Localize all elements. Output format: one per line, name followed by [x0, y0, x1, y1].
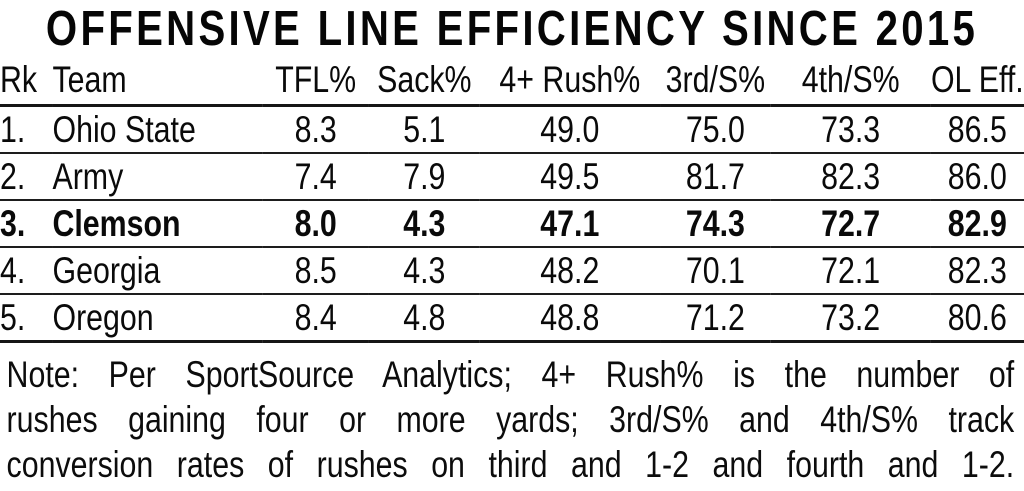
- footnote-line: conversion rates of rushes on third and …: [6, 443, 1015, 485]
- column-header-sack-pct: Sack%: [368, 56, 480, 107]
- cell-team: Oregon: [52, 293, 263, 343]
- cell-third: 74.3: [660, 199, 771, 248]
- cell-rush4: 49.5: [479, 152, 661, 201]
- column-header-rank: Rk: [0, 56, 53, 107]
- cell-fourth: 73.2: [770, 293, 931, 343]
- footnote-line: Note: Per SportSource Analytics; 4+ Rush…: [6, 353, 1015, 395]
- column-header-ol-eff: OL Eff.: [930, 56, 1024, 107]
- column-header-4plus-rush: 4+ Rush%: [479, 56, 661, 107]
- cell-fourth: 82.3: [770, 152, 931, 201]
- cell-tfl: 7.4: [262, 152, 369, 201]
- column-header-tfl-pct: TFL%: [262, 56, 369, 107]
- cell-third: 70.1: [660, 246, 771, 295]
- table-row-oregon: 5. Oregon 8.4 4.8 48.8 71.2 73.2 80.6: [0, 293, 1024, 343]
- cell-rush4: 48.2: [479, 246, 661, 295]
- cell-third: 75.0: [660, 105, 771, 154]
- table-header-row: Rk Team TFL% Sack% 4+ Rush% 3rd/S% 4th/S…: [0, 56, 1024, 107]
- cell-rush4: 49.0: [479, 105, 661, 154]
- cell-sack: 4.8: [368, 293, 480, 343]
- table-row-army: 2. Army 7.4 7.9 49.5 81.7 82.3 86.0: [0, 152, 1024, 201]
- cell-rank: 5.: [0, 293, 53, 343]
- cell-fourth: 73.3: [770, 105, 931, 154]
- cell-rank: 2.: [0, 152, 53, 201]
- cell-fourth: 72.7: [770, 199, 931, 248]
- footnote: Note: Per SportSource Analytics; 4+ Rush…: [0, 343, 1024, 487]
- cell-third: 81.7: [660, 152, 771, 201]
- ol-efficiency-table: Rk Team TFL% Sack% 4+ Rush% 3rd/S% 4th/S…: [0, 56, 1024, 343]
- cell-team: Clemson: [52, 199, 263, 248]
- column-header-3rd-short: 3rd/S%: [660, 56, 771, 107]
- cell-oleff: 82.3: [930, 246, 1024, 295]
- cell-oleff: 86.5: [930, 105, 1024, 154]
- cell-tfl: 8.0: [262, 199, 369, 248]
- column-header-4th-short: 4th/S%: [770, 56, 931, 107]
- cell-tfl: 8.3: [262, 105, 369, 154]
- table-row-ohio-state: 1. Ohio State 8.3 5.1 49.0 75.0 73.3 86.…: [0, 105, 1024, 154]
- cell-rank: 1.: [0, 105, 53, 154]
- cell-tfl: 8.4: [262, 293, 369, 343]
- cell-team: Army: [52, 152, 263, 201]
- cell-oleff: 80.6: [930, 293, 1024, 343]
- table-row-clemson-highlighted: 3. Clemson 8.0 4.3 47.1 74.3 72.7 82.9: [0, 199, 1024, 248]
- column-header-team: Team: [52, 56, 263, 107]
- cell-team: Ohio State: [52, 105, 263, 154]
- cell-oleff: 82.9: [930, 199, 1024, 248]
- cell-sack: 4.3: [368, 246, 480, 295]
- cell-rank: 4.: [0, 246, 53, 295]
- cell-rush4: 48.8: [479, 293, 661, 343]
- cell-fourth: 72.1: [770, 246, 931, 295]
- cell-rush4: 47.1: [479, 199, 661, 248]
- footnote-line: rushes gaining four or more yards; 3rd/S…: [6, 398, 1015, 440]
- cell-team: Georgia: [52, 246, 263, 295]
- cell-rank: 3.: [0, 199, 53, 248]
- cell-sack: 5.1: [368, 105, 480, 154]
- cell-sack: 4.3: [368, 199, 480, 248]
- cell-oleff: 86.0: [930, 152, 1024, 201]
- page-title: OFFENSIVE LINE EFFICIENCY SINCE 2015: [45, 2, 979, 56]
- cell-tfl: 8.5: [262, 246, 369, 295]
- cell-sack: 7.9: [368, 152, 480, 201]
- cell-third: 71.2: [660, 293, 771, 343]
- table-row-georgia: 4. Georgia 8.5 4.3 48.2 70.1 72.1 82.3: [0, 246, 1024, 295]
